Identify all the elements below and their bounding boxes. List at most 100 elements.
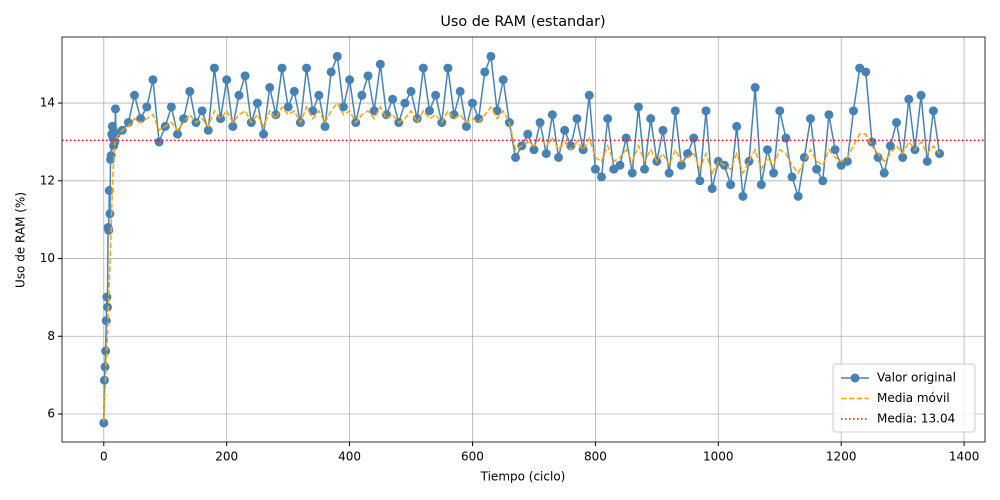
data-point <box>222 75 232 85</box>
data-point <box>277 63 287 73</box>
data-point <box>100 362 110 372</box>
data-point <box>584 90 594 100</box>
data-point <box>418 63 428 73</box>
data-point <box>726 180 736 190</box>
data-point <box>867 137 877 147</box>
data-point <box>289 86 299 96</box>
data-point <box>480 67 490 77</box>
x-tick-label: 1200 <box>826 450 857 464</box>
data-point <box>572 114 582 124</box>
data-point <box>314 90 324 100</box>
data-point <box>664 168 674 178</box>
data-point <box>240 71 250 81</box>
data-point <box>511 152 521 162</box>
legend: Valor original Media móvil Media: 13.04 <box>832 363 976 433</box>
data-point <box>769 168 779 178</box>
data-point <box>302 63 312 73</box>
legend-label: Valor original <box>877 371 956 385</box>
data-point <box>904 94 914 104</box>
data-point <box>928 106 938 116</box>
data-point <box>793 191 803 201</box>
data-point <box>345 75 355 85</box>
data-point <box>799 152 809 162</box>
data-point <box>209 63 219 73</box>
data-point <box>597 172 607 182</box>
data-point <box>781 133 791 143</box>
data-point <box>775 106 785 116</box>
data-point <box>99 375 109 385</box>
data-point <box>689 133 699 143</box>
data-point <box>676 160 686 170</box>
x-tick-label: 1000 <box>703 450 734 464</box>
data-point <box>234 90 244 100</box>
data-point <box>658 125 668 135</box>
data-point <box>621 133 631 143</box>
data-point <box>603 114 613 124</box>
data-point <box>326 67 336 77</box>
data-point <box>259 129 269 139</box>
data-point <box>535 118 545 128</box>
data-point <box>523 129 533 139</box>
data-point <box>873 152 883 162</box>
data-point <box>101 316 111 326</box>
data-point <box>805 114 815 124</box>
data-point <box>252 98 262 108</box>
y-tick-label: 8 <box>47 329 55 343</box>
x-tick-label: 200 <box>215 450 238 464</box>
data-point <box>431 90 441 100</box>
chart-title: Uso de RAM (estandar) <box>440 14 605 30</box>
data-point <box>110 104 120 114</box>
legend-label: Media móvil <box>877 391 950 405</box>
data-point <box>283 102 293 112</box>
data-point <box>812 164 822 174</box>
data-point <box>148 75 158 85</box>
data-point <box>695 176 705 186</box>
data-point <box>388 94 398 104</box>
data-point <box>787 172 797 182</box>
data-point <box>590 164 600 174</box>
data-point <box>265 83 275 93</box>
data-point <box>271 110 281 120</box>
data-point <box>443 63 453 73</box>
data-point <box>756 180 766 190</box>
data-point <box>547 110 557 120</box>
data-point <box>670 106 680 116</box>
data-point <box>412 114 422 124</box>
x-tick-label: 400 <box>338 450 361 464</box>
data-point <box>750 83 760 93</box>
data-point <box>154 137 164 147</box>
data-point <box>922 156 932 166</box>
data-point <box>179 114 189 124</box>
data-point <box>554 152 564 162</box>
y-tick-label: 14 <box>40 96 55 110</box>
plot-frame <box>61 36 986 443</box>
x-tick-label: 600 <box>461 450 484 464</box>
data-point <box>879 168 889 178</box>
data-point <box>916 90 926 100</box>
data-point <box>197 106 207 116</box>
data-point <box>738 191 748 201</box>
data-point <box>424 106 434 116</box>
legend-marker <box>850 373 860 383</box>
data-point <box>560 125 570 135</box>
data-point <box>130 90 140 100</box>
data-point <box>105 209 115 219</box>
data-point <box>848 106 858 116</box>
data-point <box>898 152 908 162</box>
data-point <box>203 125 213 135</box>
x-tick-label: 0 <box>100 450 108 464</box>
data-point <box>762 145 772 155</box>
data-point <box>455 86 465 96</box>
data-point <box>461 121 471 131</box>
data-point <box>824 110 834 120</box>
data-point <box>400 98 410 108</box>
data-point <box>228 121 238 131</box>
data-point <box>707 184 717 194</box>
data-point <box>173 129 183 139</box>
data-point <box>633 102 643 112</box>
data-point <box>338 102 348 112</box>
data-point <box>498 75 508 85</box>
data-point <box>842 156 852 166</box>
data-point <box>332 51 342 61</box>
